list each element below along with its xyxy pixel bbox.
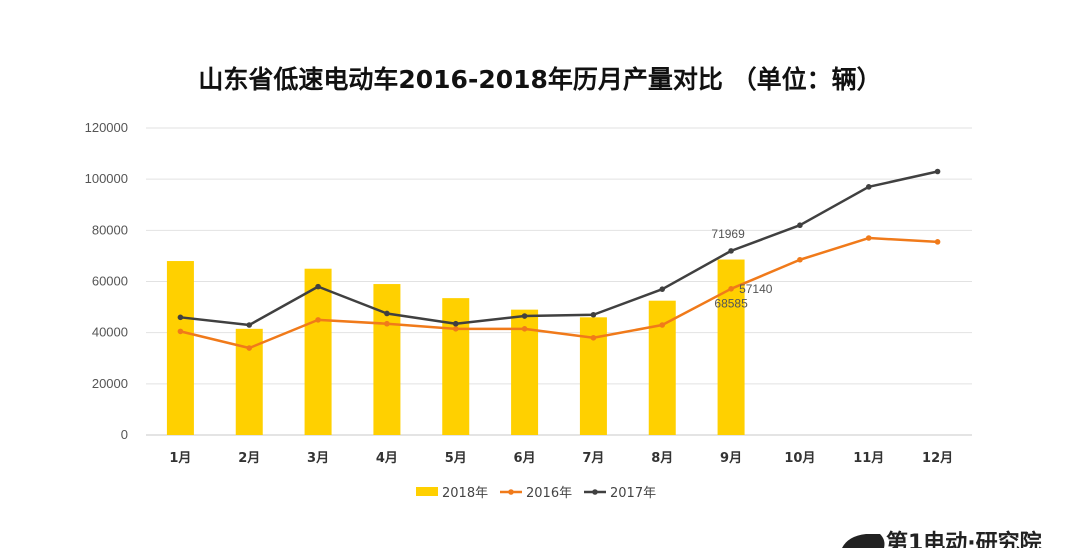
line-point	[452, 320, 459, 327]
line-point	[384, 310, 390, 317]
line-point	[728, 286, 734, 292]
data-label: 68585	[714, 297, 748, 311]
x-tick-label: 2月	[238, 451, 260, 466]
line-point	[521, 326, 528, 332]
line-point	[246, 345, 253, 351]
logo-text: 第1电动·研究院	[886, 530, 1042, 548]
y-tick-label: 40000	[92, 325, 128, 340]
gridlines	[146, 127, 972, 436]
x-tick-label: 1月	[169, 451, 191, 466]
line-point	[728, 248, 734, 254]
line-point	[659, 322, 666, 328]
legend-marker	[592, 489, 598, 495]
x-axis-ticks: 1月 2月 3月 4月 5月 6月 7月 8月 9月 10月 11月 12月	[169, 451, 953, 466]
x-tick-label: 6月	[514, 451, 536, 466]
legend-label: 2018年	[442, 486, 488, 501]
y-tick-label: 0	[121, 427, 128, 442]
line-point	[590, 334, 597, 341]
y-tick-label: 120000	[85, 120, 128, 135]
brand-logo: 第1电动·研究院	[842, 530, 1042, 548]
y-tick-label: 20000	[92, 376, 128, 391]
line-point	[934, 168, 941, 175]
bar	[166, 261, 194, 435]
y-axis-ticks: 0 20000 40000 60000 80000 100000 120000	[85, 120, 128, 442]
line-point	[177, 328, 184, 335]
series-line	[180, 236, 938, 350]
x-tick-label: 4月	[376, 451, 398, 466]
legend-label: 2016年	[526, 486, 572, 501]
x-tick-label: 11月	[853, 451, 884, 466]
line-series	[177, 168, 941, 351]
data-label: 57140	[739, 282, 773, 296]
x-tick-label: 3月	[307, 451, 329, 466]
line-point	[315, 317, 321, 323]
line-point	[452, 326, 459, 332]
legend-swatch	[416, 487, 438, 496]
chart-title: 山东省低速电动车2016-2018年历月产量对比 （单位：辆）	[198, 65, 881, 94]
line-point	[177, 314, 184, 321]
x-tick-label: 9月	[720, 451, 742, 466]
line-point	[659, 286, 666, 292]
y-tick-label: 60000	[92, 274, 128, 289]
line-point	[797, 222, 803, 229]
car-logo-icon	[842, 534, 885, 548]
line-point	[797, 256, 803, 263]
data-label: 71969	[711, 227, 745, 241]
line-point	[934, 239, 941, 245]
legend-label: 2017年	[610, 486, 656, 501]
x-tick-label: 5月	[445, 451, 467, 466]
x-tick-label: 7月	[582, 451, 604, 466]
line-point	[590, 311, 597, 318]
y-tick-label: 80000	[92, 222, 128, 237]
series-line	[180, 170, 938, 327]
bar	[442, 298, 470, 435]
y-tick-label: 100000	[85, 171, 128, 186]
line-point	[315, 283, 321, 290]
x-tick-label: 10月	[784, 451, 815, 466]
x-tick-label: 8月	[651, 451, 673, 466]
bar	[373, 284, 401, 435]
line-point	[521, 313, 528, 319]
line-point	[865, 235, 872, 241]
line-point	[384, 320, 390, 327]
bar	[304, 268, 332, 435]
line-point	[246, 322, 253, 328]
legend-marker	[508, 489, 514, 495]
x-tick-label: 12月	[922, 451, 953, 466]
legend: 2018年 2016年 2017年	[416, 486, 656, 501]
line-point	[865, 184, 872, 190]
